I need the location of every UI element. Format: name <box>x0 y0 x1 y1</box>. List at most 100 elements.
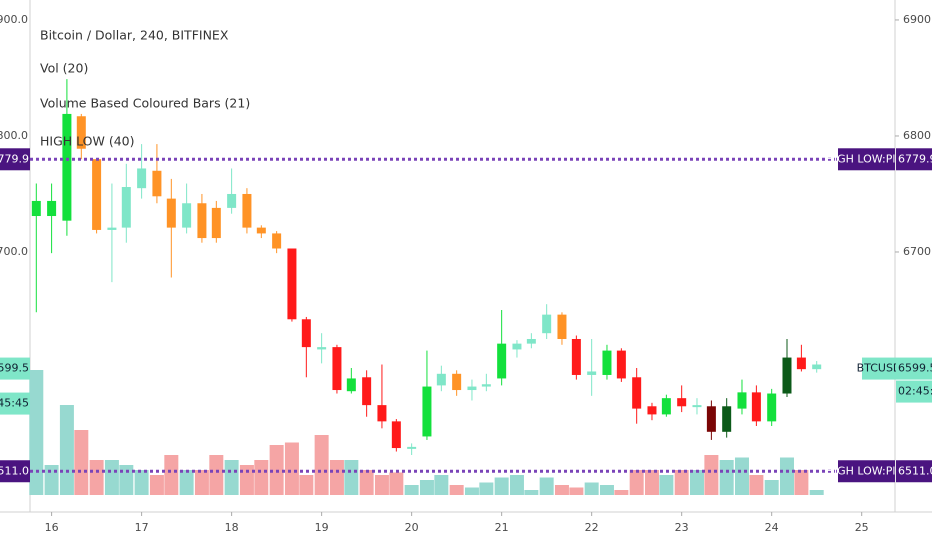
candle-body <box>677 398 687 407</box>
candle-body <box>467 386 477 391</box>
volume-bar <box>329 460 344 495</box>
x-tick-label: 23 <box>675 521 689 534</box>
volume-bar <box>794 470 809 495</box>
candle-body <box>301 319 311 348</box>
price-box <box>896 357 932 380</box>
y-tick-label: 6700.0 <box>903 245 932 258</box>
candle-body <box>166 198 176 228</box>
candle-body <box>227 193 237 208</box>
volume-bar <box>209 455 224 495</box>
candle-body <box>287 248 297 320</box>
level-value-box <box>0 460 30 483</box>
candle-body <box>452 373 462 391</box>
volume-bar <box>494 477 509 495</box>
y-tick-label: 6800.0 <box>903 129 932 142</box>
candle-body <box>542 314 552 334</box>
x-tick-label: 22 <box>585 521 599 534</box>
x-tick-label: 18 <box>225 521 239 534</box>
chart-title: Bitcoin / Dollar, 240, BITFINEX <box>40 28 229 43</box>
candle-body <box>661 398 671 415</box>
level-value: 6511.0 <box>898 464 932 477</box>
candle-body <box>391 421 401 449</box>
volume-bar <box>149 475 164 495</box>
price-box <box>0 357 30 380</box>
volume-bar <box>374 475 389 495</box>
candle-body <box>31 200 41 217</box>
candle-body <box>602 350 612 375</box>
plot-area <box>29 79 824 495</box>
level-value-box <box>896 460 932 483</box>
countdown: 02:45:45 <box>898 385 932 398</box>
level-name-box <box>838 148 895 171</box>
candle-body <box>152 170 162 197</box>
level-value: 6779.9 <box>898 152 932 165</box>
volume-bar <box>524 490 539 495</box>
volume-bar <box>179 470 194 495</box>
candle-body <box>377 405 387 422</box>
candle-body <box>76 116 86 149</box>
volume-bar <box>119 465 134 495</box>
countdown: 02:45:45 <box>0 397 29 410</box>
x-tick-label: 25 <box>855 521 869 534</box>
candle-body <box>422 386 432 437</box>
volume-bar <box>689 470 704 495</box>
countdown-box <box>0 392 30 415</box>
volume-bar <box>284 442 299 495</box>
volume-bar <box>224 460 239 495</box>
candle-body <box>812 364 822 370</box>
volume-bar <box>389 472 404 495</box>
candle-body <box>692 405 702 408</box>
candle-body <box>512 343 522 350</box>
candle-body <box>256 227 266 234</box>
x-tick-label: 19 <box>315 521 329 534</box>
indicator-label: HIGH LOW (40) <box>40 134 135 149</box>
candle-body <box>62 113 72 221</box>
volume-bar <box>299 475 314 495</box>
volume-bar <box>644 470 659 495</box>
volume-bar <box>104 460 119 495</box>
volume-bar <box>479 482 494 495</box>
volume-bar <box>194 470 209 495</box>
x-tick-label: 17 <box>135 521 149 534</box>
y-tick-label: 6900.0 <box>903 13 932 26</box>
volume-bar <box>314 435 329 495</box>
volume-bar <box>764 480 779 495</box>
volume-bar <box>464 487 479 495</box>
price-symbol: BTCUSD <box>857 362 902 375</box>
y-tick-label: 6700.0 <box>0 245 28 258</box>
volume-bar <box>434 475 449 495</box>
candle-body <box>47 200 57 217</box>
level-value-box <box>0 148 30 171</box>
level-value: 6511.0 <box>0 464 29 477</box>
volume-bar <box>584 482 599 495</box>
volume-bar <box>734 457 749 495</box>
candle-body <box>751 392 761 422</box>
candle-body <box>706 406 716 432</box>
candle-body <box>137 168 147 189</box>
candle-body <box>767 393 777 422</box>
candle-body <box>362 377 372 406</box>
candle-body <box>571 338 581 375</box>
candle-body <box>211 207 221 239</box>
volume-bar <box>704 455 719 495</box>
x-tick-label: 16 <box>45 521 59 534</box>
price-symbol-box <box>862 357 896 380</box>
volume-bar <box>344 460 359 495</box>
volume-bar <box>629 470 644 495</box>
y-tick-label: 6800.0 <box>0 129 28 142</box>
countdown-box <box>896 380 932 403</box>
candle-body <box>197 203 207 239</box>
price-label: 6599.5 <box>898 362 932 375</box>
indicator-label: Vol (20) <box>40 61 88 76</box>
candle-body <box>121 187 131 228</box>
candle-body <box>587 371 597 375</box>
candle-body <box>407 446 417 449</box>
candle-body <box>526 338 536 344</box>
level-name: HIGH LOW:Plot <box>826 464 908 477</box>
candle-body <box>796 357 806 370</box>
volume-bar <box>569 487 584 495</box>
candle-body <box>346 378 356 392</box>
candle-body <box>782 357 792 394</box>
